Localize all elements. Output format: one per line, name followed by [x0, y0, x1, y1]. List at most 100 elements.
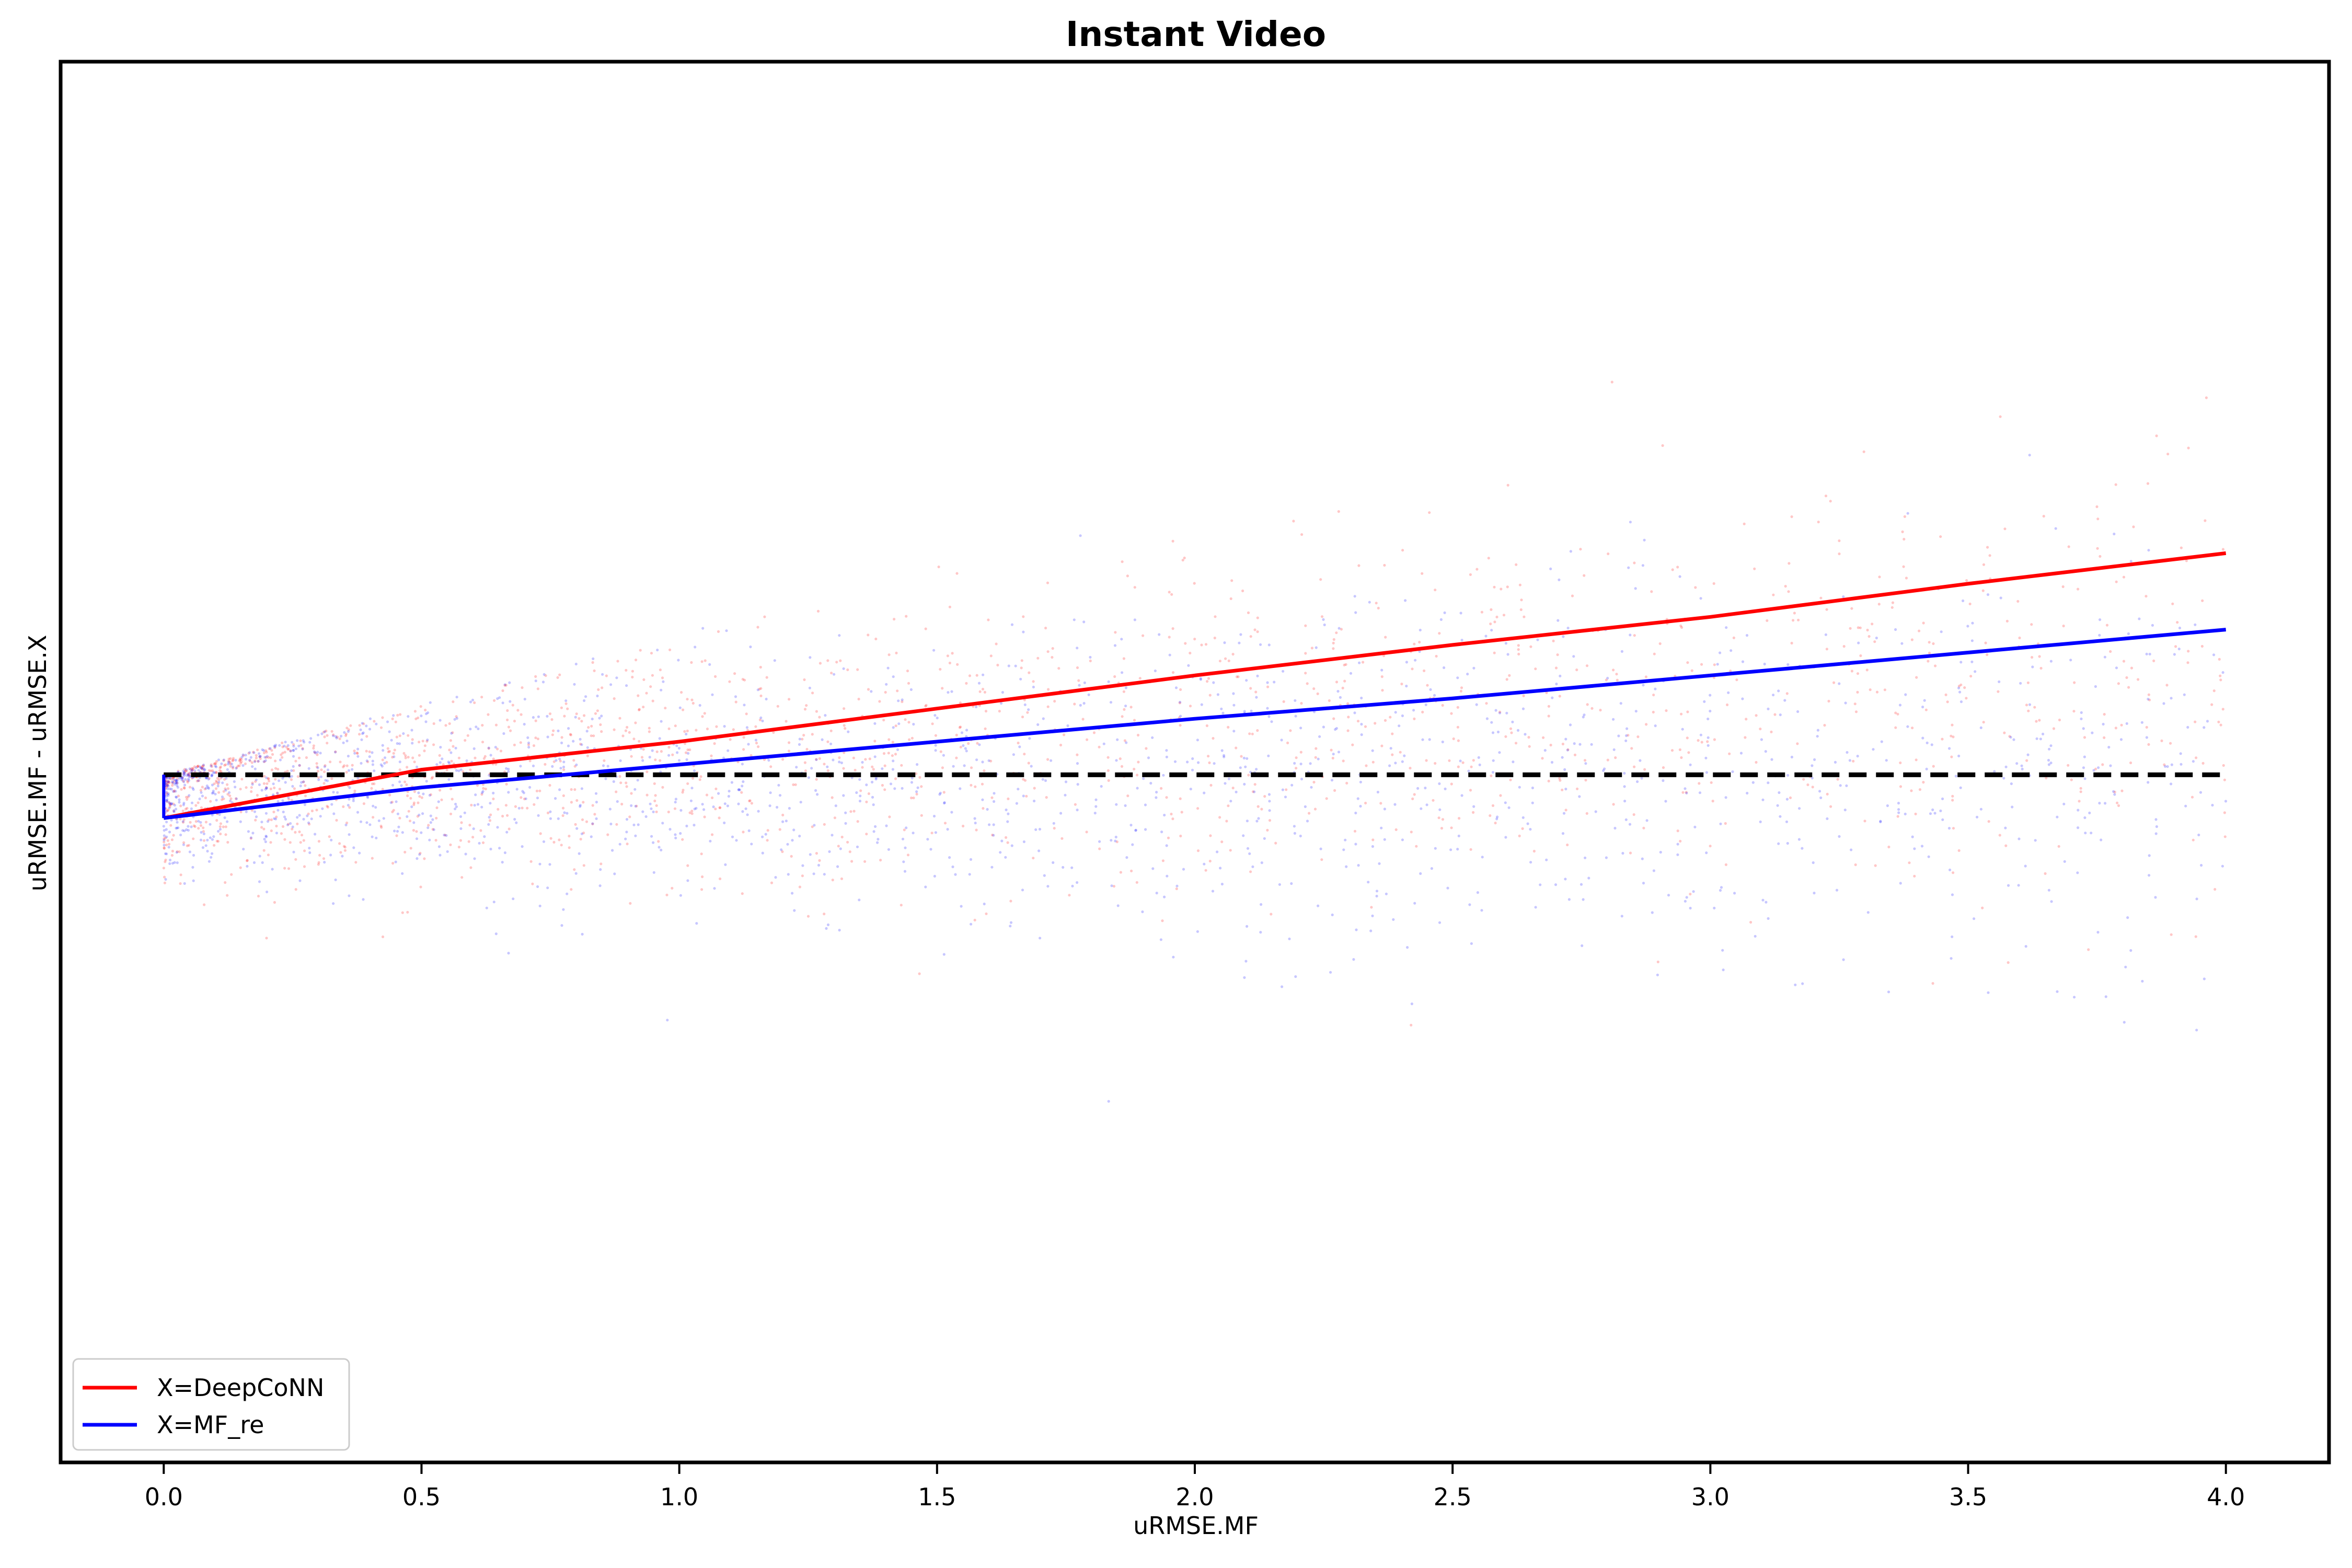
scatter-point — [242, 754, 245, 757]
scatter-point — [781, 820, 785, 823]
scatter-point — [1223, 755, 1226, 758]
scatter-point — [406, 794, 409, 798]
scatter-point — [2003, 731, 2006, 734]
scatter-point — [533, 803, 536, 806]
scatter-point — [555, 759, 558, 762]
scatter-point — [1705, 851, 1708, 855]
scatter-point — [2194, 720, 2197, 723]
scatter-point — [616, 660, 619, 663]
scatter-point — [1021, 889, 1024, 892]
scatter-point — [342, 805, 345, 808]
scatter-point — [1952, 735, 1955, 739]
scatter-point — [264, 840, 267, 844]
scatter-point — [269, 787, 272, 790]
scatter-point — [675, 744, 678, 747]
scatter-point — [1522, 694, 1525, 697]
scatter-point — [217, 758, 220, 762]
scatter-point — [714, 675, 717, 678]
scatter-point — [280, 753, 283, 756]
scatter-point — [1499, 794, 1502, 797]
scatter-point — [2140, 721, 2143, 724]
scatter-point — [394, 860, 397, 863]
scatter-point — [809, 853, 812, 856]
scatter-point — [1344, 838, 1347, 841]
scatter-point — [469, 700, 472, 704]
scatter-point — [1494, 822, 1497, 825]
scatter-point — [2160, 739, 2163, 742]
scatter-point — [368, 750, 371, 753]
scatter-point — [681, 838, 684, 841]
scatter-point — [754, 739, 757, 742]
scatter-point — [1243, 976, 1246, 979]
scatter-point — [1710, 781, 1713, 784]
scatter-point — [1759, 728, 1762, 731]
scatter-point — [873, 755, 877, 758]
scatter-point — [1878, 575, 1881, 579]
scatter-point — [485, 906, 488, 909]
scatter-point — [1724, 796, 1727, 799]
scatter-point — [187, 777, 190, 780]
scatter-point — [410, 729, 413, 732]
scatter-point — [521, 790, 524, 793]
scatter-point — [329, 854, 332, 857]
scatter-point — [1022, 630, 1025, 633]
scatter-point — [772, 731, 775, 734]
scatter-point — [590, 734, 593, 737]
scatter-point — [1811, 786, 1814, 789]
scatter-point — [1394, 711, 1397, 714]
scatter-point — [887, 752, 890, 755]
scatter-point — [1098, 847, 1101, 850]
scatter-point — [618, 775, 621, 778]
scatter-point — [280, 832, 283, 835]
scatter-point — [163, 834, 166, 837]
scatter-point — [228, 799, 232, 802]
scatter-point — [1999, 415, 2002, 418]
scatter-point — [379, 726, 383, 729]
scatter-point — [2090, 832, 2093, 835]
scatter-point — [573, 683, 576, 686]
scatter-point — [398, 780, 401, 783]
scatter-point — [424, 720, 428, 723]
scatter-point — [286, 747, 290, 751]
scatter-point — [1838, 552, 1841, 556]
scatter-point — [167, 780, 170, 783]
scatter-point — [982, 807, 985, 810]
scatter-point — [1472, 759, 1475, 762]
scatter-point — [1906, 725, 1909, 728]
scatter-point — [1136, 733, 1140, 737]
scatter-point — [652, 871, 655, 874]
scatter-point — [316, 770, 320, 773]
scatter-point — [1006, 820, 1009, 823]
scatter-point — [2039, 737, 2042, 741]
scatter-point — [1796, 710, 1800, 713]
scatter-point — [194, 820, 198, 823]
scatter-point — [939, 750, 942, 753]
scatter-point — [2100, 838, 2103, 841]
scatter-point — [1844, 701, 1847, 705]
scatter-point — [1325, 797, 1328, 800]
scatter-point — [1561, 756, 1564, 759]
scatter-point — [831, 834, 834, 837]
scatter-point — [197, 827, 200, 830]
scatter-point — [732, 728, 735, 731]
scatter-point — [804, 769, 807, 773]
scatter-point — [1353, 711, 1356, 714]
scatter-point — [245, 859, 249, 862]
scatter-point — [1477, 756, 1480, 759]
scatter-point — [1506, 585, 1509, 589]
scatter-point — [667, 810, 670, 814]
scatter-point — [2083, 816, 2086, 820]
scatter-point — [690, 698, 694, 701]
scatter-point — [1633, 765, 1636, 768]
scatter-point — [294, 858, 297, 861]
scatter-point — [968, 873, 971, 876]
scatter-point — [1536, 638, 1539, 641]
scatter-point — [339, 760, 342, 764]
scatter-point — [563, 714, 566, 718]
scatter-point — [168, 777, 171, 780]
scatter-point — [1838, 682, 1841, 685]
scatter-point — [711, 833, 714, 836]
scatter-point — [991, 834, 994, 837]
scatter-point — [301, 747, 304, 751]
scatter-point — [487, 713, 490, 716]
